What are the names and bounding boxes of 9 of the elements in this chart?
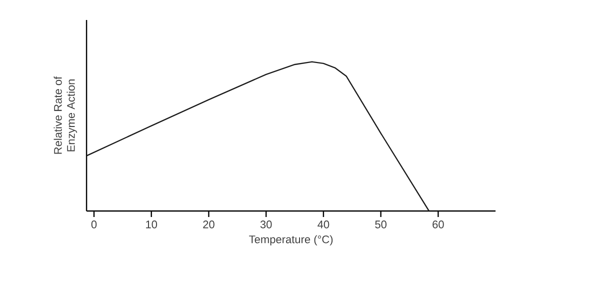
x-tick-label: 0 — [91, 220, 97, 228]
y-axis-title: Relative Rate of Enzyme Action — [54, 76, 78, 154]
x-tick-label: 40 — [318, 220, 330, 228]
x-tick-label: 10 — [146, 220, 158, 228]
x-tick-label: 60 — [432, 220, 444, 228]
x-tick-label: 20 — [203, 220, 214, 228]
x-tick-label: 30 — [260, 220, 272, 228]
x-axis-title: Temperature (°C) — [249, 235, 333, 246]
x-tick-label: 50 — [375, 220, 386, 228]
